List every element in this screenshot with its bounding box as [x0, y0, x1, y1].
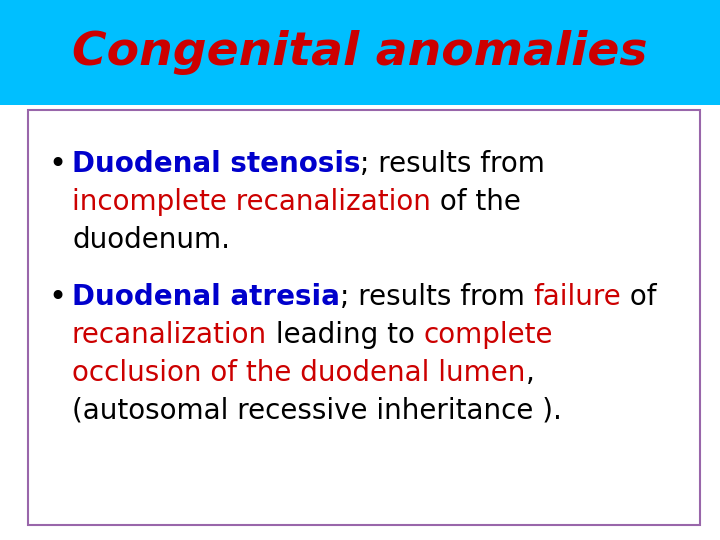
Bar	[0, 0, 720, 105]
Text: Duodenal stenosis: Duodenal stenosis	[72, 150, 361, 178]
Text: of: of	[621, 283, 657, 311]
Text: ; results from: ; results from	[361, 150, 545, 178]
Text: complete: complete	[424, 321, 554, 349]
Text: Duodenal atresia: Duodenal atresia	[72, 283, 340, 311]
Text: of the: of the	[431, 188, 521, 216]
Text: •: •	[48, 150, 66, 179]
Text: failure: failure	[534, 283, 621, 311]
Text: recanalization: recanalization	[72, 321, 267, 349]
Text: (autosomal recessive inheritance ).: (autosomal recessive inheritance ).	[72, 397, 562, 425]
Text: Congenital anomalies: Congenital anomalies	[72, 30, 648, 75]
Text: incomplete recanalization: incomplete recanalization	[72, 188, 431, 216]
Text: ; results from: ; results from	[340, 283, 534, 311]
Text: duodenum.: duodenum.	[72, 226, 230, 254]
Text: leading to: leading to	[267, 321, 424, 349]
Text: occlusion of the duodenal lumen: occlusion of the duodenal lumen	[72, 359, 526, 387]
Text: ,: ,	[526, 359, 534, 387]
Text: •: •	[48, 283, 66, 312]
Bar	[28, 110, 700, 525]
